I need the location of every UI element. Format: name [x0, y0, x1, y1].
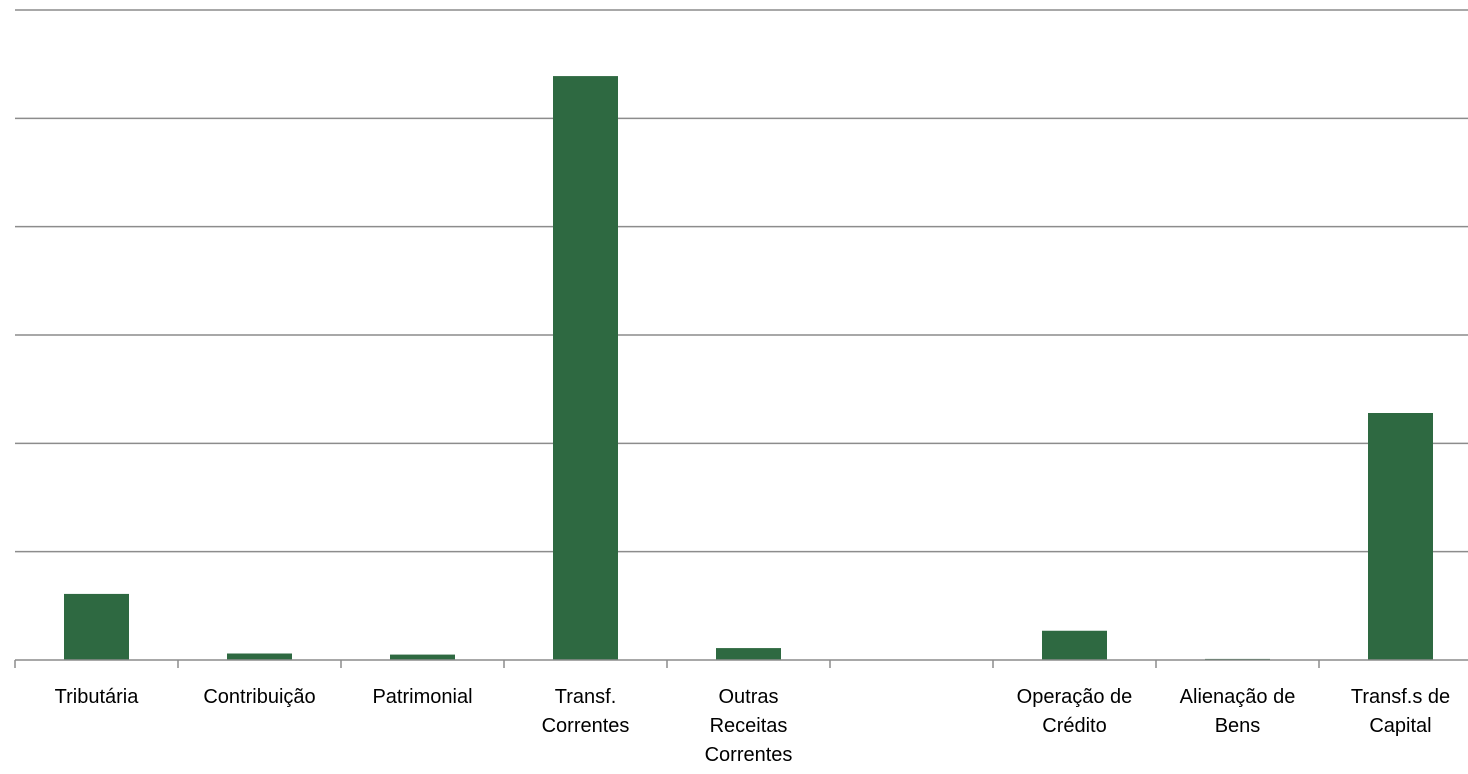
x-tick-label: Transf.s de Capital: [1351, 686, 1450, 737]
bar: [553, 76, 618, 661]
x-axis: [14, 659, 1468, 668]
bar: [64, 593, 129, 660]
x-tick-label: Contribuição: [203, 686, 315, 708]
bar: [227, 653, 292, 660]
x-tick-label: Patrimonial: [372, 686, 472, 708]
gridlines: [15, 9, 1468, 553]
category-labels: Tributária Contribuição Patrimonial Transf.…: [55, 686, 1451, 766]
bar: [390, 654, 455, 660]
bars: [64, 76, 1433, 661]
bar: [1368, 413, 1433, 660]
bar: [1042, 630, 1107, 660]
x-tick-label: Outras Receitas Correntes: [705, 686, 793, 766]
bar: [716, 648, 781, 660]
x-tick-label: Operação de Crédito: [1017, 686, 1133, 737]
x-tick-label: Transf. Correntes: [542, 686, 630, 737]
x-tick-label: Tributária: [55, 686, 140, 708]
x-tick-label: Alienação de Bens: [1180, 686, 1296, 737]
